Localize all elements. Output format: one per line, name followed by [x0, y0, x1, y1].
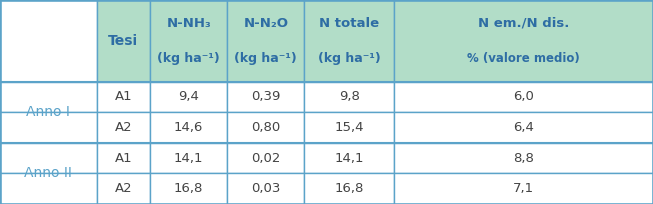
Text: 16,8: 16,8 [174, 182, 203, 195]
Bar [227, 143, 304, 173]
Text: Tesi: Tesi [108, 34, 138, 48]
Text: 0,02: 0,02 [251, 152, 280, 165]
Bar [0, 0, 97, 82]
Bar [394, 82, 653, 112]
Bar [97, 112, 150, 143]
Bar [150, 0, 227, 82]
Text: 0,39: 0,39 [251, 90, 280, 103]
Text: Anno II: Anno II [24, 166, 72, 180]
Text: N em./N dis.: N em./N dis. [478, 17, 569, 30]
Bar [0, 112, 97, 143]
Text: A1: A1 [115, 90, 132, 103]
Bar [304, 173, 394, 204]
Text: (kg ha⁻¹): (kg ha⁻¹) [157, 52, 220, 65]
Bar [394, 0, 653, 82]
Text: 16,8: 16,8 [335, 182, 364, 195]
Bar [0, 173, 97, 204]
Bar [150, 112, 227, 143]
Text: 6,4: 6,4 [513, 121, 534, 134]
Bar [304, 82, 394, 112]
Bar [97, 0, 150, 82]
Bar [394, 173, 653, 204]
Text: 0,03: 0,03 [251, 182, 280, 195]
Text: 14,1: 14,1 [174, 152, 204, 165]
Text: N totale: N totale [319, 17, 379, 30]
Text: 14,6: 14,6 [174, 121, 203, 134]
Bar [227, 112, 304, 143]
Text: 7,1: 7,1 [513, 182, 534, 195]
Text: A1: A1 [115, 152, 132, 165]
Text: Anno I: Anno I [26, 105, 71, 119]
Bar [0, 82, 97, 112]
Bar [97, 173, 150, 204]
Bar [394, 143, 653, 173]
Bar [0, 143, 97, 173]
Bar [227, 173, 304, 204]
Bar [150, 143, 227, 173]
Bar [304, 143, 394, 173]
Text: 15,4: 15,4 [334, 121, 364, 134]
Text: N-NH₃: N-NH₃ [167, 17, 211, 30]
Bar [304, 112, 394, 143]
Bar [150, 82, 227, 112]
Text: N-N₂O: N-N₂O [244, 17, 288, 30]
Text: A2: A2 [115, 182, 132, 195]
Bar [304, 0, 394, 82]
Bar [394, 112, 653, 143]
Text: 6,0: 6,0 [513, 90, 534, 103]
Text: A2: A2 [115, 121, 132, 134]
Text: 9,8: 9,8 [339, 90, 360, 103]
Bar [150, 173, 227, 204]
Bar [97, 82, 150, 112]
Text: 0,80: 0,80 [251, 121, 280, 134]
Text: 8,8: 8,8 [513, 152, 534, 165]
Bar [227, 0, 304, 82]
Text: (kg ha⁻¹): (kg ha⁻¹) [318, 52, 381, 65]
Text: % (valore medio): % (valore medio) [468, 52, 580, 65]
Text: (kg ha⁻¹): (kg ha⁻¹) [234, 52, 297, 65]
Bar [227, 82, 304, 112]
Text: 9,4: 9,4 [178, 90, 199, 103]
Text: 14,1: 14,1 [334, 152, 364, 165]
Bar [97, 143, 150, 173]
